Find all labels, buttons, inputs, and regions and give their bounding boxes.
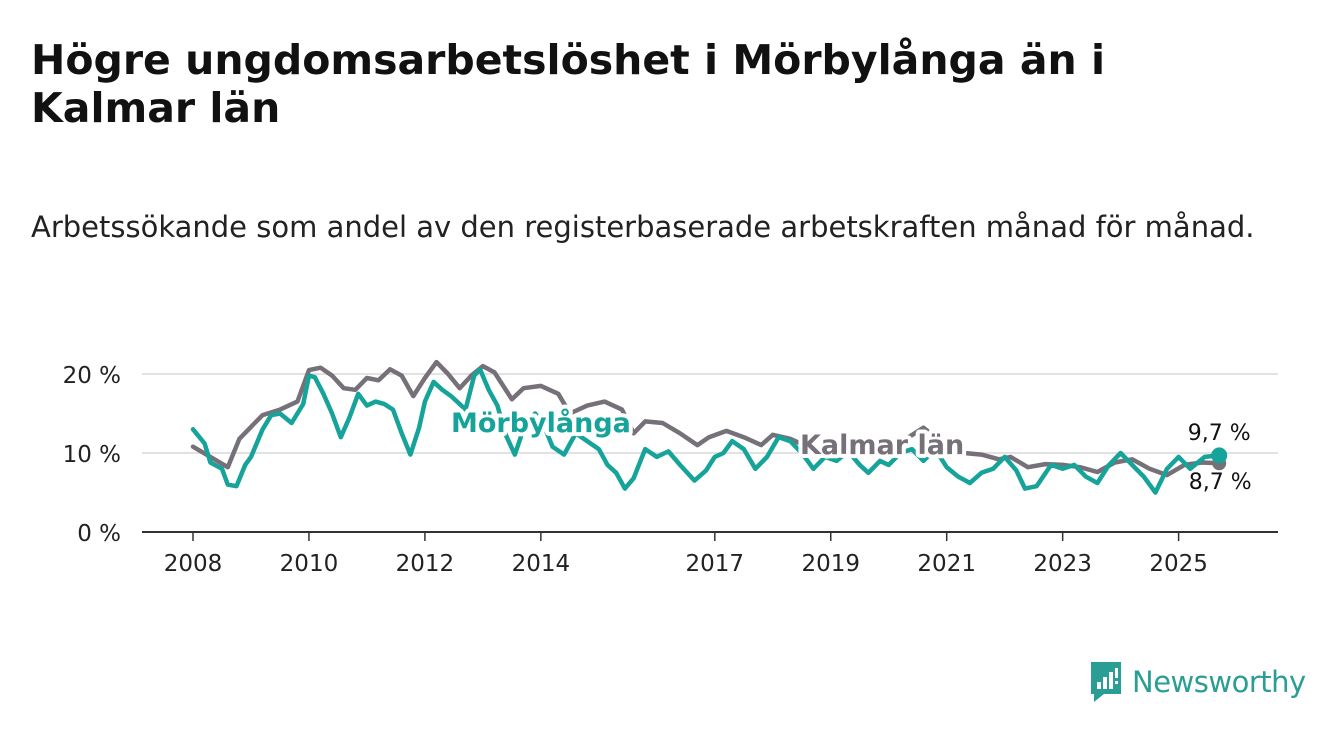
x-tick-label: 2025	[1149, 551, 1208, 577]
chart-title: Högre ungdomsarbetslöshet i Mörbylånga ä…	[31, 36, 1106, 132]
y-tick-label: 0 %	[77, 521, 121, 547]
end-value-kalmar-lan: 8,7 %	[1189, 470, 1252, 495]
series-label-kalmar-lan: Kalmar län	[800, 430, 964, 461]
x-tick-label: 2012	[396, 551, 455, 577]
x-tick-label: 2019	[801, 551, 860, 577]
brand-logo: Newsworthy	[1088, 660, 1306, 704]
x-tick-label: 2023	[1033, 551, 1092, 577]
end-point-morbylanga	[1211, 447, 1228, 464]
y-tick-label: 20 %	[63, 363, 121, 389]
x-tick-label: 2008	[164, 551, 223, 577]
y-tick-label: 10 %	[63, 442, 121, 468]
chart-subtitle: Arbetssökande som andel av den registerb…	[31, 210, 1255, 244]
x-tick-label: 2010	[280, 551, 339, 577]
x-tick-label: 2017	[686, 551, 745, 577]
series-line-kalmar-lan	[190, 359, 1222, 478]
x-tick-label: 2021	[917, 551, 976, 577]
series-line-morbylanga	[190, 367, 1222, 495]
series-label-morbylanga: Mörbylånga	[451, 407, 631, 439]
brand-name: Newsworthy	[1132, 665, 1306, 699]
end-value-morbylanga: 9,7 %	[1188, 421, 1251, 446]
x-tick-label: 2014	[512, 551, 571, 577]
newsworthy-logo-icon	[1091, 662, 1121, 702]
